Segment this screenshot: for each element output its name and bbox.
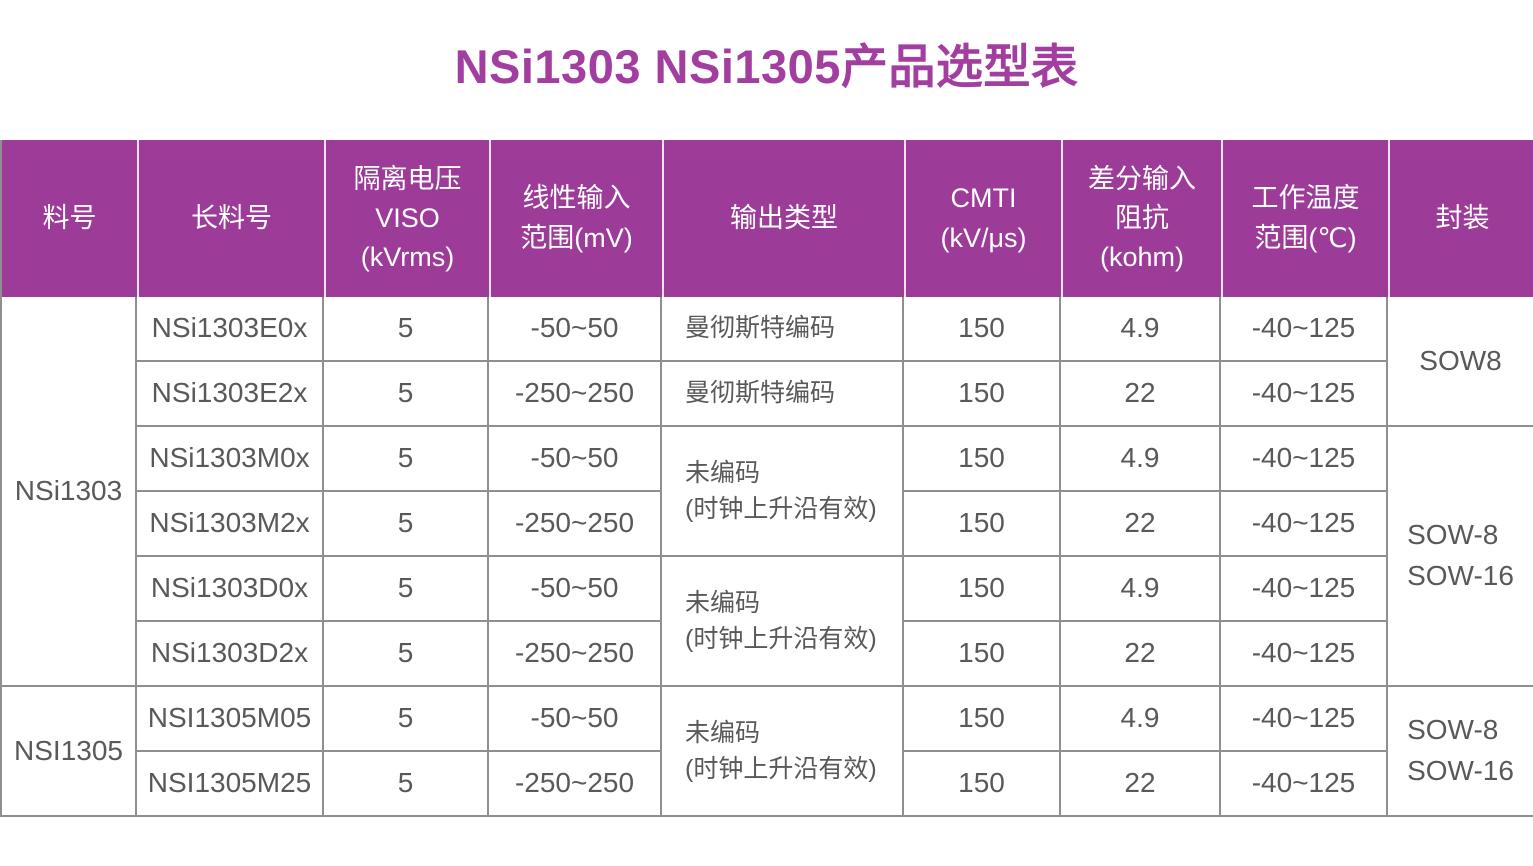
col-header-linear-input-range: 线性输入 范围(mV) bbox=[489, 140, 662, 297]
cell-linear-range: -250~250 bbox=[489, 492, 662, 557]
table-row: NSi1303M2x 5 -250~250 150 22 -40~125 bbox=[2, 492, 1533, 557]
cell-long-part: NSi1303M0x bbox=[137, 427, 324, 492]
cell-impedance: 4.9 bbox=[1061, 297, 1221, 362]
cell-viso: 5 bbox=[324, 622, 489, 687]
col-header-long-part-number: 长料号 bbox=[137, 140, 324, 297]
cell-temp-range: -40~125 bbox=[1221, 492, 1388, 557]
package-text: SOW-8 SOW-16 bbox=[1407, 519, 1514, 591]
cell-temp-range: -40~125 bbox=[1221, 752, 1388, 817]
cell-impedance: 22 bbox=[1061, 492, 1221, 557]
cell-long-part: NSi1303M2x bbox=[137, 492, 324, 557]
table-row: NSi1303E2x 5 -250~250 曼彻斯特编码 150 22 -40~… bbox=[2, 362, 1533, 427]
table-body: NSi1303 NSi1303E0x 5 -50~50 曼彻斯特编码 150 4… bbox=[2, 297, 1533, 817]
cell-cmti: 150 bbox=[904, 687, 1061, 752]
cell-package-sow8-sow16: SOW-8 SOW-16 bbox=[1388, 427, 1533, 687]
cell-impedance: 4.9 bbox=[1061, 687, 1221, 752]
package-text: SOW8 bbox=[1419, 344, 1502, 376]
cell-temp-range: -40~125 bbox=[1221, 557, 1388, 622]
cell-impedance: 22 bbox=[1061, 362, 1221, 427]
cell-long-part: NSi1303D2x bbox=[137, 622, 324, 687]
cell-part-group-nsi1305: NSI1305 bbox=[2, 687, 137, 817]
cell-linear-range: -250~250 bbox=[489, 622, 662, 687]
cell-temp-range: -40~125 bbox=[1221, 687, 1388, 752]
package-text: SOW-8 SOW-16 bbox=[1407, 714, 1514, 786]
col-header-operating-temp-range: 工作温度 范围(℃) bbox=[1221, 140, 1388, 297]
cell-viso: 5 bbox=[324, 427, 489, 492]
cell-cmti: 150 bbox=[904, 362, 1061, 427]
col-header-output-type: 输出类型 bbox=[662, 140, 904, 297]
cell-long-part: NSi1303E2x bbox=[137, 362, 324, 427]
cell-linear-range: -50~50 bbox=[489, 687, 662, 752]
header-row: 料号 长料号 隔离电压 VISO (kVrms) 线性输入 范围(mV) 输出类… bbox=[2, 140, 1533, 297]
page-title: NSi1303 NSi1305产品选型表 bbox=[454, 40, 1079, 93]
cell-viso: 5 bbox=[324, 492, 489, 557]
cell-cmti: 150 bbox=[904, 427, 1061, 492]
table-row: NSi1303 NSi1303E0x 5 -50~50 曼彻斯特编码 150 4… bbox=[2, 297, 1533, 687]
table-row: NSi1303D2x 5 -250~250 150 22 -40~125 bbox=[2, 622, 1533, 687]
cell-cmti: 150 bbox=[904, 752, 1061, 817]
cell-long-part: NSi1303E0x bbox=[137, 297, 324, 362]
cell-viso: 5 bbox=[324, 687, 489, 752]
cell-impedance: 22 bbox=[1061, 752, 1221, 817]
cell-linear-range: -250~250 bbox=[489, 752, 662, 817]
table-row: NSI1305 NSI1305M05 5 -50~50 未编码 (时钟上升沿有效… bbox=[2, 687, 1533, 817]
cell-impedance: 22 bbox=[1061, 622, 1221, 687]
cell-temp-range: -40~125 bbox=[1221, 362, 1388, 427]
cell-package-sow8: SOW8 bbox=[1388, 297, 1533, 427]
cell-impedance: 4.9 bbox=[1061, 427, 1221, 492]
col-header-isolation-voltage: 隔离电压 VISO (kVrms) bbox=[324, 140, 489, 297]
table-row: NSI1305M25 5 -250~250 150 22 -40~125 bbox=[2, 752, 1533, 817]
col-header-part-number: 料号 bbox=[2, 140, 137, 297]
cell-linear-range: -50~50 bbox=[489, 297, 662, 362]
cell-output-type-uncoded: 未编码 (时钟上升沿有效) bbox=[662, 557, 904, 687]
cell-package-sow8-sow16: SOW-8 SOW-16 bbox=[1388, 687, 1533, 817]
cell-long-part: NSI1305M25 bbox=[137, 752, 324, 817]
cell-output-type-uncoded: 未编码 (时钟上升沿有效) bbox=[662, 687, 904, 817]
cell-viso: 5 bbox=[324, 752, 489, 817]
cell-linear-range: -250~250 bbox=[489, 362, 662, 427]
cell-linear-range: -50~50 bbox=[489, 557, 662, 622]
cell-impedance: 4.9 bbox=[1061, 557, 1221, 622]
cell-cmti: 150 bbox=[904, 492, 1061, 557]
col-header-cmti: CMTI (kV/μs) bbox=[904, 140, 1061, 297]
cell-part-group-nsi1303: NSi1303 bbox=[2, 297, 137, 687]
cell-output-type: 曼彻斯特编码 bbox=[662, 297, 904, 362]
cell-temp-range: -40~125 bbox=[1221, 427, 1388, 492]
cell-cmti: 150 bbox=[904, 297, 1061, 362]
table-row: NSi1303M0x 5 -50~50 未编码 (时钟上升沿有效) 150 4.… bbox=[2, 427, 1533, 687]
cell-temp-range: -40~125 bbox=[1221, 622, 1388, 687]
cell-linear-range: -50~50 bbox=[489, 427, 662, 492]
cell-cmti: 150 bbox=[904, 622, 1061, 687]
cell-viso: 5 bbox=[324, 362, 489, 427]
cell-output-type-uncoded: 未编码 (时钟上升沿有效) bbox=[662, 427, 904, 557]
table-row: NSi1303D0x 5 -50~50 未编码 (时钟上升沿有效) 150 4.… bbox=[2, 557, 1533, 687]
cell-viso: 5 bbox=[324, 297, 489, 362]
table-header: 料号 长料号 隔离电压 VISO (kVrms) 线性输入 范围(mV) 输出类… bbox=[2, 140, 1533, 297]
product-selection-table: 料号 长料号 隔离电压 VISO (kVrms) 线性输入 范围(mV) 输出类… bbox=[0, 140, 1533, 817]
cell-long-part: NSI1305M05 bbox=[137, 687, 324, 752]
cell-output-type: 曼彻斯特编码 bbox=[662, 362, 904, 427]
cell-long-part: NSi1303D0x bbox=[137, 557, 324, 622]
col-header-differential-input-impedance: 差分输入 阻抗 (kohm) bbox=[1061, 140, 1221, 297]
col-header-package: 封装 bbox=[1388, 140, 1533, 297]
cell-viso: 5 bbox=[324, 557, 489, 622]
cell-cmti: 150 bbox=[904, 557, 1061, 622]
cell-temp-range: -40~125 bbox=[1221, 297, 1388, 362]
